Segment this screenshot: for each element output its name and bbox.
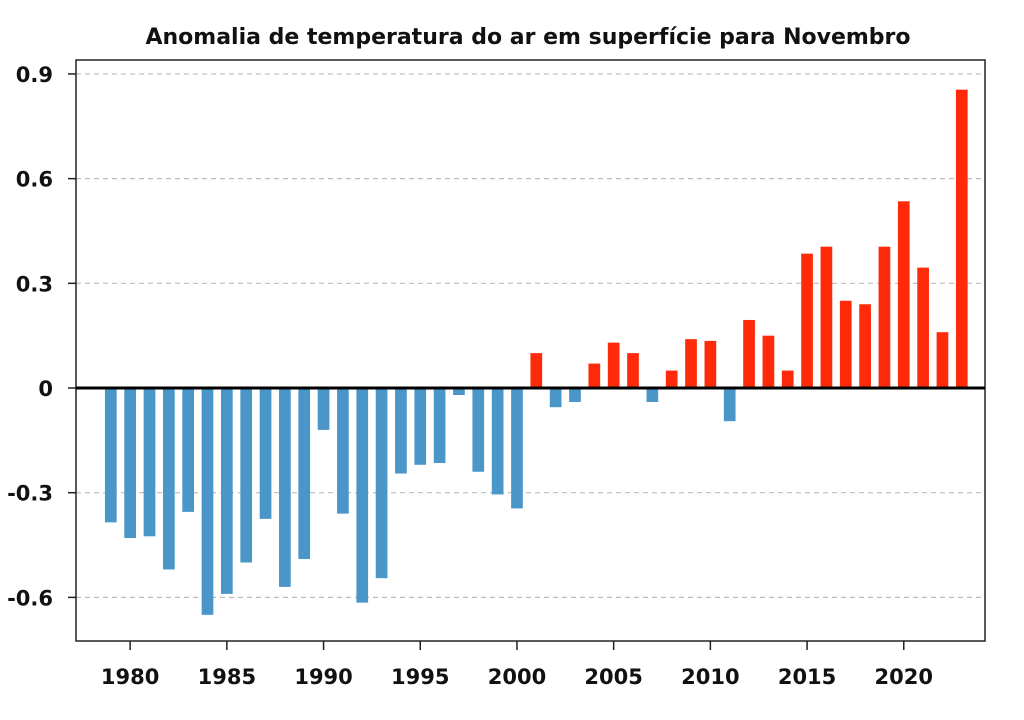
- bar-2023: [955, 89, 968, 389]
- bar-2006: [627, 353, 639, 389]
- chart-title: Anomalia de temperatura do ar em superfí…: [145, 25, 910, 50]
- y-tick-label: 0.3: [16, 272, 53, 296]
- y-tick-label: -0.6: [7, 586, 53, 610]
- x-tick-label: 1980: [101, 665, 159, 689]
- axes: [68, 59, 986, 650]
- bar-2005: [607, 342, 620, 389]
- bar-2007: [646, 388, 659, 402]
- bar-1981: [143, 388, 156, 537]
- x-tick-label: 2005: [584, 665, 642, 689]
- bar-1980: [124, 388, 137, 539]
- bar-2011: [723, 388, 736, 422]
- y-tick-label: 0: [38, 377, 53, 401]
- bar-2016: [820, 246, 833, 389]
- bar-2000: [511, 388, 523, 509]
- grid-lines: [76, 73, 985, 598]
- y-tick-labels: 0.9 0.6 0.3 0 -0.3 -0.6: [7, 63, 53, 610]
- bar-2021: [917, 267, 929, 389]
- bar-2020: [897, 201, 910, 389]
- plot-frame: [75, 59, 986, 642]
- bar-1998: [472, 388, 485, 472]
- bar-1987: [259, 388, 272, 519]
- bar-2009: [685, 339, 697, 389]
- bar-2013: [762, 335, 775, 389]
- x-tick-label: 1990: [294, 665, 352, 689]
- bar-2018: [859, 304, 871, 389]
- bar-1995: [414, 388, 427, 465]
- bar-2019: [878, 246, 891, 389]
- bar-1988: [279, 388, 291, 587]
- bar-1996: [433, 388, 446, 464]
- bar-1992: [356, 388, 369, 603]
- bar-2002: [549, 388, 562, 408]
- bar-2008: [665, 370, 678, 389]
- bar-2003: [569, 388, 581, 402]
- bar-2014: [781, 370, 794, 389]
- bar-1986: [240, 388, 253, 563]
- bar-1983: [182, 388, 195, 512]
- bar-1993: [375, 388, 388, 579]
- x-tick-label: 2015: [778, 665, 836, 689]
- bar-2012: [743, 319, 755, 389]
- bar-1989: [298, 388, 311, 559]
- x-tick-label: 1995: [391, 665, 449, 689]
- x-tick-label: 1985: [198, 665, 256, 689]
- bar-1984: [201, 388, 214, 615]
- bar-2010: [704, 340, 717, 389]
- bar-2004: [588, 363, 601, 389]
- bar-1991: [337, 388, 349, 514]
- y-tick-label: 0.6: [16, 168, 53, 192]
- bars: [104, 89, 968, 615]
- bar-1982: [162, 388, 175, 570]
- x-tick-labels: 1980 1985 1990 1995 2000 2005 2010 2015 2020: [101, 665, 933, 689]
- y-tick-label: 0.9: [16, 63, 53, 87]
- bar-1999: [491, 388, 504, 495]
- bar-1994: [395, 388, 407, 474]
- bar-1997: [453, 388, 465, 395]
- bar-1979: [104, 388, 117, 523]
- x-tick-label: 2000: [488, 665, 546, 689]
- bar-2022: [936, 332, 949, 389]
- bar-1985: [221, 388, 233, 594]
- bar-1990: [317, 388, 330, 430]
- bar-2017: [839, 300, 852, 389]
- y-tick-label: -0.3: [7, 482, 53, 506]
- x-tick-label: 2020: [875, 665, 933, 689]
- x-tick-label: 2010: [681, 665, 739, 689]
- bar-2001: [530, 353, 543, 389]
- bar-2015: [801, 253, 813, 389]
